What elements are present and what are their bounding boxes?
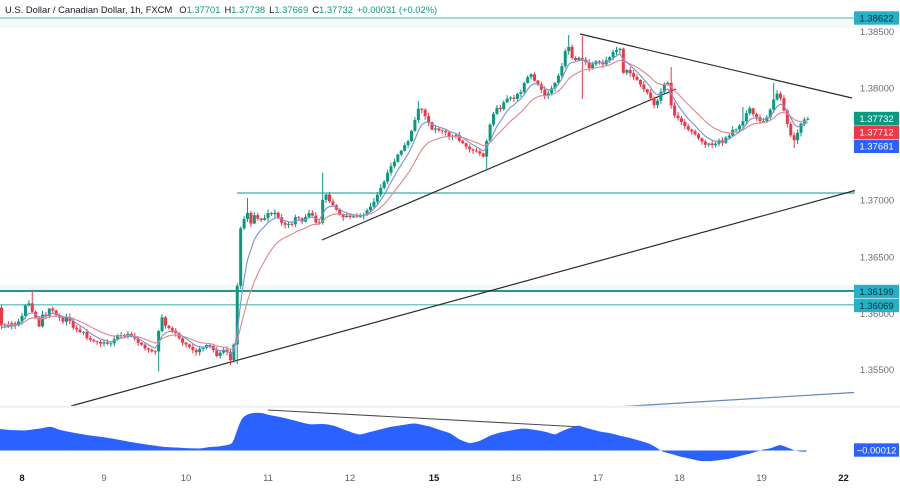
svg-text:1.38500: 1.38500 [860, 27, 894, 38]
svg-text:19: 19 [756, 473, 767, 484]
svg-text:1.37712: 1.37712 [859, 128, 893, 139]
svg-text:1.35500: 1.35500 [860, 365, 894, 376]
svg-text:1.36069: 1.36069 [859, 301, 893, 312]
svg-text:9: 9 [101, 473, 106, 484]
svg-text:1.36199: 1.36199 [859, 287, 893, 298]
svg-text:15: 15 [429, 473, 440, 484]
svg-text:18: 18 [674, 473, 685, 484]
svg-text:16: 16 [511, 473, 522, 484]
svg-text:1.37000: 1.37000 [860, 195, 894, 206]
svg-text:1.36500: 1.36500 [860, 252, 894, 263]
svg-text:10: 10 [181, 473, 192, 484]
svg-text:1.38000: 1.38000 [860, 83, 894, 94]
svg-text:1.37681: 1.37681 [859, 142, 893, 153]
svg-text:22: 22 [838, 473, 849, 484]
svg-text:17: 17 [593, 473, 604, 484]
svg-text:11: 11 [263, 473, 273, 484]
svg-text:8: 8 [19, 473, 24, 484]
svg-text:1.36000: 1.36000 [860, 309, 894, 320]
svg-text:12: 12 [345, 473, 356, 484]
svg-text:−0.00012: −0.00012 [857, 445, 897, 456]
svg-text:1.37732: 1.37732 [859, 114, 893, 125]
svg-text:1.38622: 1.38622 [859, 13, 893, 24]
